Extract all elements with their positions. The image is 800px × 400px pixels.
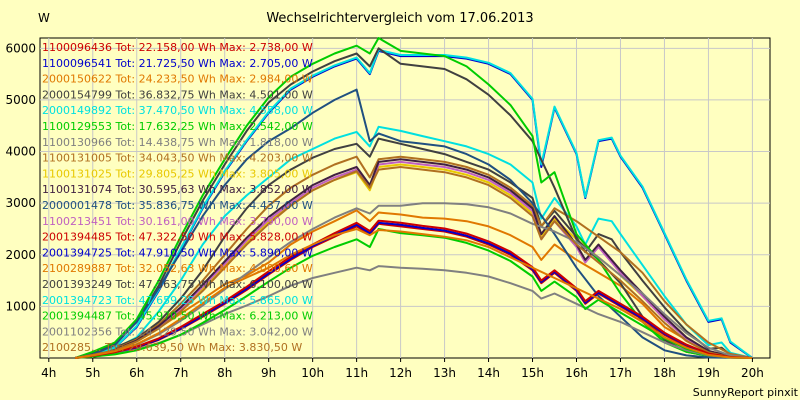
y-tick-label: 5000 [5, 93, 36, 107]
x-tick-label: 19h [697, 366, 720, 380]
series-line [75, 228, 753, 359]
legend-entry: 2100289887 Tot: 32.052,63 Wh Max: 4.000,… [42, 262, 313, 275]
x-tick-label: 13h [433, 366, 456, 380]
x-tick-label: 11h [345, 366, 368, 380]
x-tick-label: 10h [301, 366, 324, 380]
series-line [74, 155, 753, 359]
series-line [75, 209, 753, 359]
legend-entry: 2000154799 Tot: 36.832,75 Wh Max: 4.501,… [42, 88, 313, 101]
legend-entry: 2001394485 Tot: 47.322,50 Wh Max: 5.828,… [42, 231, 313, 244]
series-line [74, 125, 753, 359]
axes: 1000 2000 3000 4000 5000 6000 4h 5h 6h 7h 8h 9h 10h 1… [5, 41, 763, 380]
series-line [75, 219, 753, 359]
legend-entry: 2000150622 Tot: 24.233,50 Wh Max: 2.984,… [42, 73, 313, 86]
x-tick-label: 15h [521, 366, 544, 380]
legend-entry: 1100131005 Tot: 34.043,50 Wh Max: 4.203,… [42, 152, 313, 165]
series-line [75, 228, 753, 359]
series-line [75, 166, 753, 359]
series-line [74, 37, 753, 359]
series-line [74, 88, 753, 359]
x-tick-label: 5h [85, 366, 100, 380]
series-line [74, 158, 753, 359]
x-tick-label: 6h [129, 366, 144, 380]
footer-credit: SunnyReport pinxit [693, 386, 799, 399]
series-line [75, 221, 753, 359]
x-tick-label: 16h [565, 366, 588, 380]
legend-entry: 2001393249 Tot: 47.363,75 Wh Max: 6.100,… [42, 278, 313, 291]
x-tick-label: 9h [261, 366, 276, 380]
grid-lines [40, 38, 770, 358]
legend-entry: 2000001478 Tot: 35.836,75 Wh Max: 4.437,… [42, 199, 313, 212]
legend-entry: 1100213451 Tot: 30.161,00 Wh Max: 3.790,… [42, 215, 313, 228]
y-tick-label: 4000 [5, 145, 36, 159]
series-line [75, 202, 753, 359]
legend-entry: 2000149892 Tot: 37.470,50 Wh Max: 4.558,… [42, 104, 313, 117]
legend-entry: 2001102356 Tot: 24.129,50 Wh Max: 3.042,… [42, 325, 313, 338]
x-tick-label: 8h [217, 366, 232, 380]
legend-entry: 2001394723 Tot: 47.659,25 Wh Max: 5.865,… [42, 294, 313, 307]
y-axis-label: W [38, 11, 50, 25]
legend-entry: 1100096436 Tot: 22.158,00 Wh Max: 2.738,… [42, 41, 313, 54]
legend-entry: 1100130966 Tot: 14.438,75 Wh Max: 1.818,… [42, 136, 313, 149]
x-tick-label: 12h [389, 366, 412, 380]
x-tick-label: 7h [173, 366, 188, 380]
series-line [74, 47, 753, 359]
x-tick-label: 18h [653, 366, 676, 380]
x-tick-label: 17h [609, 366, 632, 380]
legend-entry: 1100129553 Tot: 17.632,25 Wh Max: 2.542,… [42, 120, 313, 133]
x-tick-label: 14h [477, 366, 500, 380]
legend-entry: 1100131074 Tot: 30.595,63 Wh Max: 3.852,… [42, 183, 313, 196]
y-tick-label: 2000 [5, 248, 36, 262]
x-tick-label: 4h [41, 366, 56, 380]
y-tick-label: 1000 [5, 299, 36, 313]
series-lines [74, 37, 754, 359]
series-line [75, 48, 754, 359]
legend-entry: 2001394725 Tot: 47.910,50 Wh Max: 5.890,… [42, 246, 313, 259]
x-tick-label: 20h [741, 366, 764, 380]
y-tick-label: 3000 [5, 196, 36, 210]
legend: 1100096436 Tot: 22.158,00 Wh Max: 2.738,… [42, 41, 313, 354]
legend-entry: 2100285... Tot: 29.639,50 Wh Max: 3.830,… [42, 341, 302, 354]
legend-entry: 1100131025 Tot: 29.805,25 Wh Max: 3.805,… [42, 167, 313, 180]
chart-title: Wechselrichtervergleich vom 17.06.2013 [266, 11, 533, 26]
legend-entry: 1100096541 Tot: 21.725,50 Wh Max: 2.705,… [42, 57, 313, 70]
series-line [74, 137, 753, 359]
legend-entry: 2001394487 Tot: 45.970,50 Wh Max: 6.213,… [42, 310, 313, 323]
y-tick-label: 6000 [5, 41, 36, 55]
